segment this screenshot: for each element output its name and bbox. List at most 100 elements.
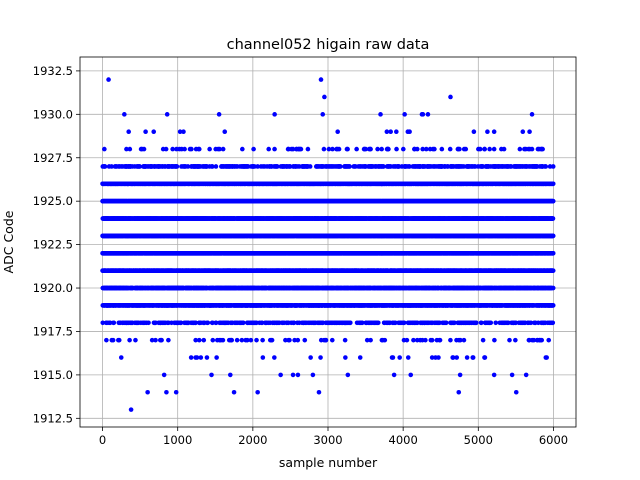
data-point bbox=[482, 355, 488, 360]
data-point bbox=[359, 320, 365, 326]
data-point bbox=[470, 355, 476, 360]
data-point bbox=[205, 320, 211, 326]
data-point bbox=[393, 320, 398, 326]
data-point bbox=[166, 337, 171, 343]
data-point bbox=[448, 337, 453, 343]
data-point bbox=[323, 337, 329, 343]
data-point bbox=[260, 337, 265, 343]
data-point bbox=[436, 355, 441, 360]
data-point bbox=[127, 337, 132, 343]
data-point bbox=[531, 337, 537, 343]
data-point bbox=[292, 337, 297, 343]
data-point bbox=[546, 337, 552, 343]
data-point bbox=[429, 337, 435, 343]
data-point bbox=[204, 355, 210, 360]
data-point bbox=[401, 320, 407, 326]
data-point bbox=[550, 285, 556, 291]
data-point bbox=[479, 320, 484, 326]
data-point bbox=[357, 355, 363, 360]
data-point bbox=[493, 320, 499, 326]
data-point bbox=[198, 355, 204, 360]
data-point bbox=[283, 337, 288, 343]
data-point bbox=[153, 320, 158, 326]
data-point bbox=[110, 337, 116, 343]
data-point bbox=[310, 372, 316, 378]
data-point bbox=[111, 320, 117, 326]
data-point bbox=[255, 389, 260, 395]
data-point bbox=[188, 355, 194, 360]
data-point bbox=[272, 355, 277, 360]
data-point bbox=[329, 337, 335, 343]
data-point bbox=[375, 320, 381, 326]
data-point bbox=[474, 320, 479, 326]
data-point bbox=[342, 337, 348, 343]
data-point bbox=[397, 355, 402, 360]
data-point bbox=[488, 320, 494, 326]
data-point bbox=[201, 337, 207, 343]
data-point bbox=[443, 320, 449, 326]
data-point bbox=[457, 372, 463, 378]
data-point bbox=[194, 355, 200, 360]
data-point bbox=[382, 337, 388, 343]
data-point bbox=[254, 337, 259, 343]
data-point bbox=[539, 337, 545, 343]
data-point bbox=[492, 337, 497, 343]
data-point bbox=[491, 372, 497, 378]
data-point bbox=[291, 320, 297, 326]
data-point bbox=[458, 337, 463, 343]
data-point bbox=[345, 372, 351, 378]
data-point bbox=[429, 355, 435, 360]
data-point bbox=[220, 337, 226, 343]
data-point bbox=[269, 337, 275, 343]
data-point bbox=[480, 337, 486, 343]
data-point bbox=[318, 355, 323, 360]
data-point bbox=[513, 389, 519, 395]
data-point bbox=[544, 355, 549, 360]
data-point bbox=[193, 320, 198, 326]
data-point bbox=[193, 337, 198, 343]
data-point bbox=[550, 320, 556, 326]
data-point bbox=[248, 337, 254, 343]
data-point bbox=[196, 337, 202, 343]
data-point bbox=[239, 337, 245, 343]
data-point bbox=[404, 337, 410, 343]
data-point bbox=[260, 355, 266, 360]
data-point bbox=[133, 337, 138, 343]
data-point bbox=[348, 320, 353, 326]
data-point bbox=[210, 320, 215, 326]
data-point bbox=[506, 320, 511, 326]
data-point bbox=[244, 337, 250, 343]
data-point bbox=[437, 337, 443, 343]
data-point bbox=[507, 337, 512, 343]
data-point bbox=[104, 337, 109, 343]
data-point bbox=[116, 337, 122, 343]
data-point bbox=[118, 355, 124, 360]
data-point bbox=[213, 320, 219, 326]
data-point bbox=[149, 337, 155, 343]
data-point bbox=[100, 320, 106, 326]
data-point bbox=[423, 337, 428, 343]
data-point bbox=[513, 337, 518, 343]
data-point bbox=[287, 337, 292, 343]
data-point bbox=[523, 372, 529, 378]
data-point bbox=[153, 337, 158, 343]
data-point bbox=[343, 355, 348, 360]
data-point bbox=[364, 337, 370, 343]
data-point bbox=[159, 337, 164, 343]
data-point bbox=[550, 268, 556, 273]
data-point bbox=[528, 320, 534, 326]
data-point bbox=[461, 337, 467, 343]
data-point bbox=[513, 320, 519, 326]
data-point bbox=[411, 337, 416, 343]
data-point bbox=[454, 355, 460, 360]
data-point bbox=[240, 320, 246, 326]
data-point bbox=[464, 355, 470, 360]
data-points bbox=[100, 77, 556, 412]
data-point bbox=[290, 372, 296, 378]
data-point bbox=[178, 320, 184, 326]
data-point bbox=[146, 320, 151, 326]
data-point bbox=[450, 355, 456, 360]
data-point bbox=[368, 337, 373, 343]
data-point bbox=[210, 337, 216, 343]
